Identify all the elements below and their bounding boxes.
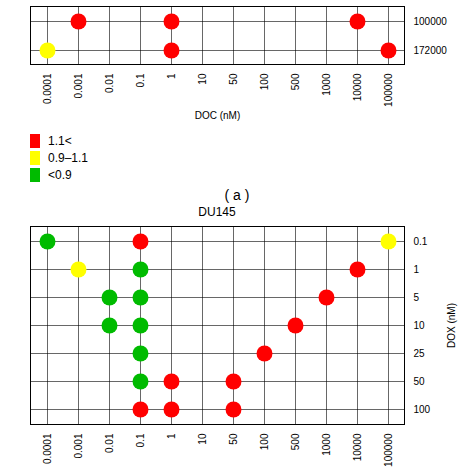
svg-text:0.1: 0.1 [135,433,146,447]
svg-text:0.0001: 0.0001 [42,73,53,104]
svg-text:10: 10 [197,73,208,85]
svg-text:500: 500 [290,73,301,90]
svg-text:0.001: 0.001 [73,73,84,98]
html-text:<0.9: <0.9 [48,168,72,182]
svg-text:0.01: 0.01 [104,73,115,93]
svg-text:500: 500 [290,433,301,450]
svg-text:DOC (nM): DOC (nM) [195,110,241,121]
svg-text:100: 100 [259,73,270,90]
html-text:DU145: DU145 [198,205,236,219]
html-text:1.1<: 1.1< [48,134,72,148]
svg-text:10000: 10000 [352,433,363,461]
svg-text:1: 1 [414,264,420,275]
svg-text:10000: 10000 [352,73,363,101]
svg-text:50: 50 [414,376,426,387]
svg-text:172000: 172000 [414,45,448,56]
svg-text:1000: 1000 [321,73,332,96]
svg-text:10: 10 [414,320,426,331]
svg-text:50: 50 [228,73,239,85]
svg-text:0.1: 0.1 [135,73,146,87]
svg-text:5: 5 [414,292,420,303]
svg-text:100000: 100000 [414,16,448,27]
svg-text:1000: 1000 [321,433,332,456]
svg-text:1: 1 [166,433,177,439]
html-text:0.9–1.1: 0.9–1.1 [48,151,88,165]
svg-text:100: 100 [414,404,431,415]
svg-text:0.0001: 0.0001 [42,433,53,464]
svg-text:0.01: 0.01 [104,433,115,453]
html-text:( a ): ( a ) [224,187,250,203]
svg-text:25: 25 [414,348,426,359]
svg-text:100: 100 [259,433,270,450]
svg-text:0.001: 0.001 [73,433,84,458]
svg-text:1: 1 [166,73,177,79]
svg-text:10: 10 [197,433,208,445]
svg-text:0.1: 0.1 [414,236,428,247]
svg-text:100000: 100000 [383,433,394,467]
svg-text:50: 50 [228,433,239,445]
svg-text:DOX (nM): DOX (nM) [446,303,457,348]
svg-text:100000: 100000 [383,73,394,107]
